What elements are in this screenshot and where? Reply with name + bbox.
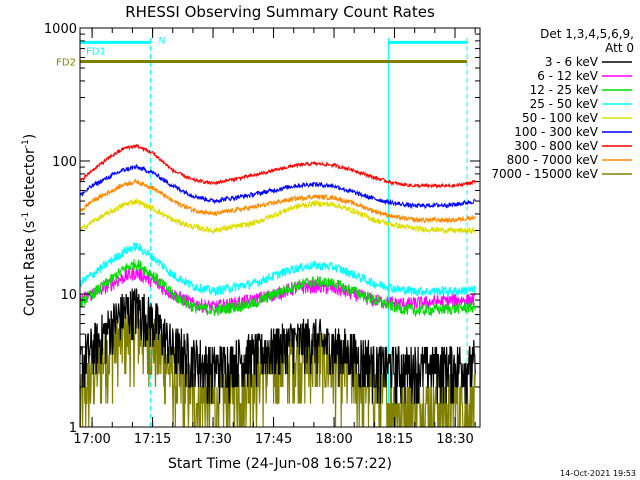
legend-label-5: 50 - 100 keV: [522, 111, 599, 125]
x-tick-label: 17:15: [134, 432, 171, 447]
legend-label-2: 6 - 12 keV: [537, 69, 599, 83]
x-tick-label: 17:00: [73, 432, 110, 447]
series-line-5: [79, 198, 476, 235]
y-tick-label: 1: [69, 421, 77, 436]
y-axis-label: Count Rate (s-1 detector-1): [21, 134, 38, 316]
footer-date: 14-Oct-2021 19:53: [560, 469, 636, 478]
chart-title: RHESSI Observing Summary Count Rates: [125, 3, 435, 21]
series-layer: [79, 143, 476, 428]
x-tick-label: 18:15: [376, 432, 413, 447]
x-tick-label: 17:45: [255, 432, 292, 447]
flag-label-fd1: FD1: [86, 46, 106, 57]
series-line-2: [79, 267, 476, 315]
flags-layer: FD1 FD2 N: [56, 36, 468, 68]
legend-label-7: 300 - 800 keV: [514, 139, 598, 153]
legend-header-line1: Det 1,3,4,5,6,9,: [540, 27, 634, 41]
x-tick-label: 17:30: [194, 432, 231, 447]
x-tick-label: 18:00: [315, 432, 352, 447]
legend-label-8: 800 - 7000 keV: [507, 153, 599, 167]
legend-label-9: 7000 - 15000 keV: [491, 167, 598, 181]
series-line-1: [79, 288, 476, 404]
plot-frame: [79, 27, 481, 428]
series-line-6: [79, 163, 476, 210]
x-tick-label: 18:30: [436, 432, 473, 447]
series-line-3: [79, 259, 476, 318]
flag-label-fd2: FD2: [56, 57, 76, 68]
legend-label-1: 3 - 6 keV: [545, 55, 599, 69]
y-tick-label: 1000: [44, 22, 77, 37]
series-line-7: [79, 143, 476, 190]
y-tick-label: 100: [52, 155, 77, 170]
legend-header-line2: Att 0: [605, 41, 634, 55]
legend-label-4: 25 - 50 keV: [530, 97, 599, 111]
flag-annotation: N: [159, 36, 166, 46]
y-tick-label: 10: [60, 288, 77, 303]
series-line-8: [79, 178, 476, 224]
legend-label-6: 100 - 300 keV: [514, 125, 598, 139]
axes: 1 10 100 1000 17:00 17:15 17:30 17:45 18:00 18:15…: [44, 22, 481, 447]
x-axis-label: Start Time (24-Jun-08 16:57:22): [168, 456, 392, 472]
legend-label-3: 12 - 25 keV: [530, 83, 599, 97]
series-line-4: [79, 242, 476, 298]
